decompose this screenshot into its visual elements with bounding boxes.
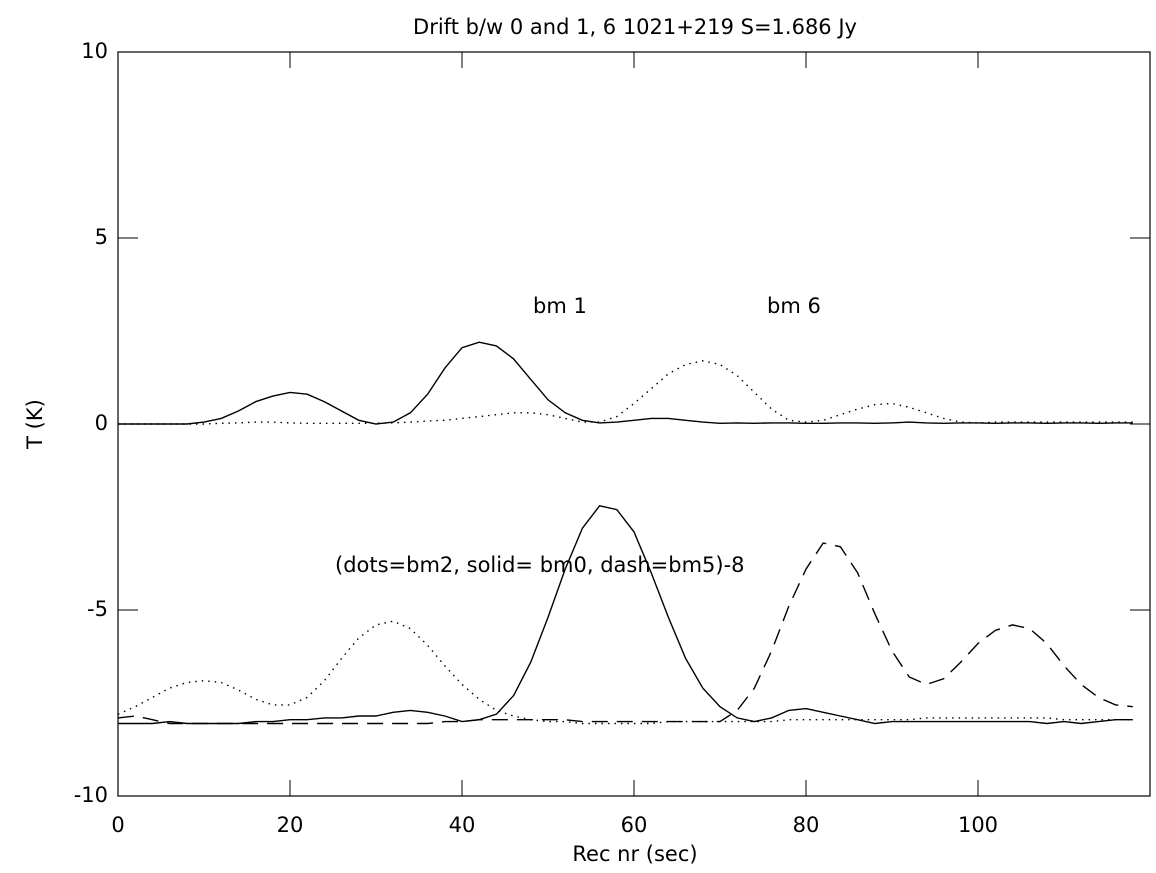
annotation: bm 6 xyxy=(767,294,821,318)
x-tick-label: 0 xyxy=(111,813,124,837)
y-tick-label: 0 xyxy=(95,411,108,435)
data-line xyxy=(117,620,1133,725)
x-tick-label: 40 xyxy=(449,813,476,837)
chart-title: Drift b/w 0 and 1, 6 1021+219 S=1.686 Jy xyxy=(413,15,857,39)
data-line xyxy=(117,542,1133,725)
x-tick-label: 20 xyxy=(277,813,304,837)
data-line xyxy=(118,360,1133,425)
y-tick-label: -10 xyxy=(74,783,108,807)
y-tick-label: -5 xyxy=(87,597,108,621)
x-axis-label: Rec nr (sec) xyxy=(572,842,697,866)
x-tick-label: 80 xyxy=(793,813,820,837)
y-tick-label: 5 xyxy=(95,225,108,249)
data-line xyxy=(118,341,1133,425)
annotation: (dots=bm2, solid= bm0, dash=bm5)-8 xyxy=(335,553,745,577)
y-tick-label: 10 xyxy=(81,39,108,63)
x-tick-label: 60 xyxy=(621,813,648,837)
annotation: bm 1 xyxy=(533,294,587,318)
data-line xyxy=(118,505,1133,725)
x-tick-label: 100 xyxy=(958,813,998,837)
y-axis-label: T (K) xyxy=(23,399,47,450)
